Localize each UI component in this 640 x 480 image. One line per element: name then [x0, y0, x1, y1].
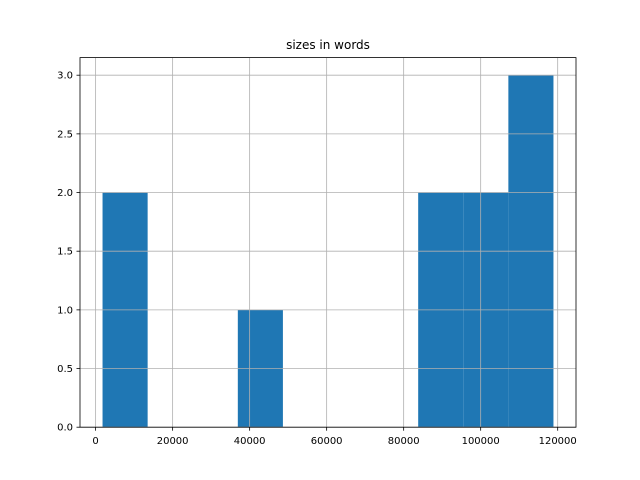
x-tick-label: 60000	[311, 436, 343, 447]
x-tick-label: 40000	[234, 436, 266, 447]
x-tick-label: 80000	[388, 436, 420, 447]
y-tick-label: 1.0	[57, 305, 73, 316]
y-tick-label: 0.0	[57, 423, 73, 434]
y-tick-label: 3.0	[57, 71, 73, 82]
plot-frame	[79, 57, 577, 428]
y-tick-label: 1.5	[57, 247, 73, 258]
x-tick-label: 100000	[462, 436, 500, 447]
x-tick-label: 120000	[539, 436, 577, 447]
y-tick-label: 2.5	[57, 129, 73, 140]
x-tick-label: 20000	[157, 436, 189, 447]
y-tick-label: 0.5	[57, 364, 73, 375]
y-tick-label: 2.0	[57, 188, 73, 199]
chart-title: sizes in words	[286, 38, 370, 52]
x-tick-label: 0	[92, 436, 98, 447]
